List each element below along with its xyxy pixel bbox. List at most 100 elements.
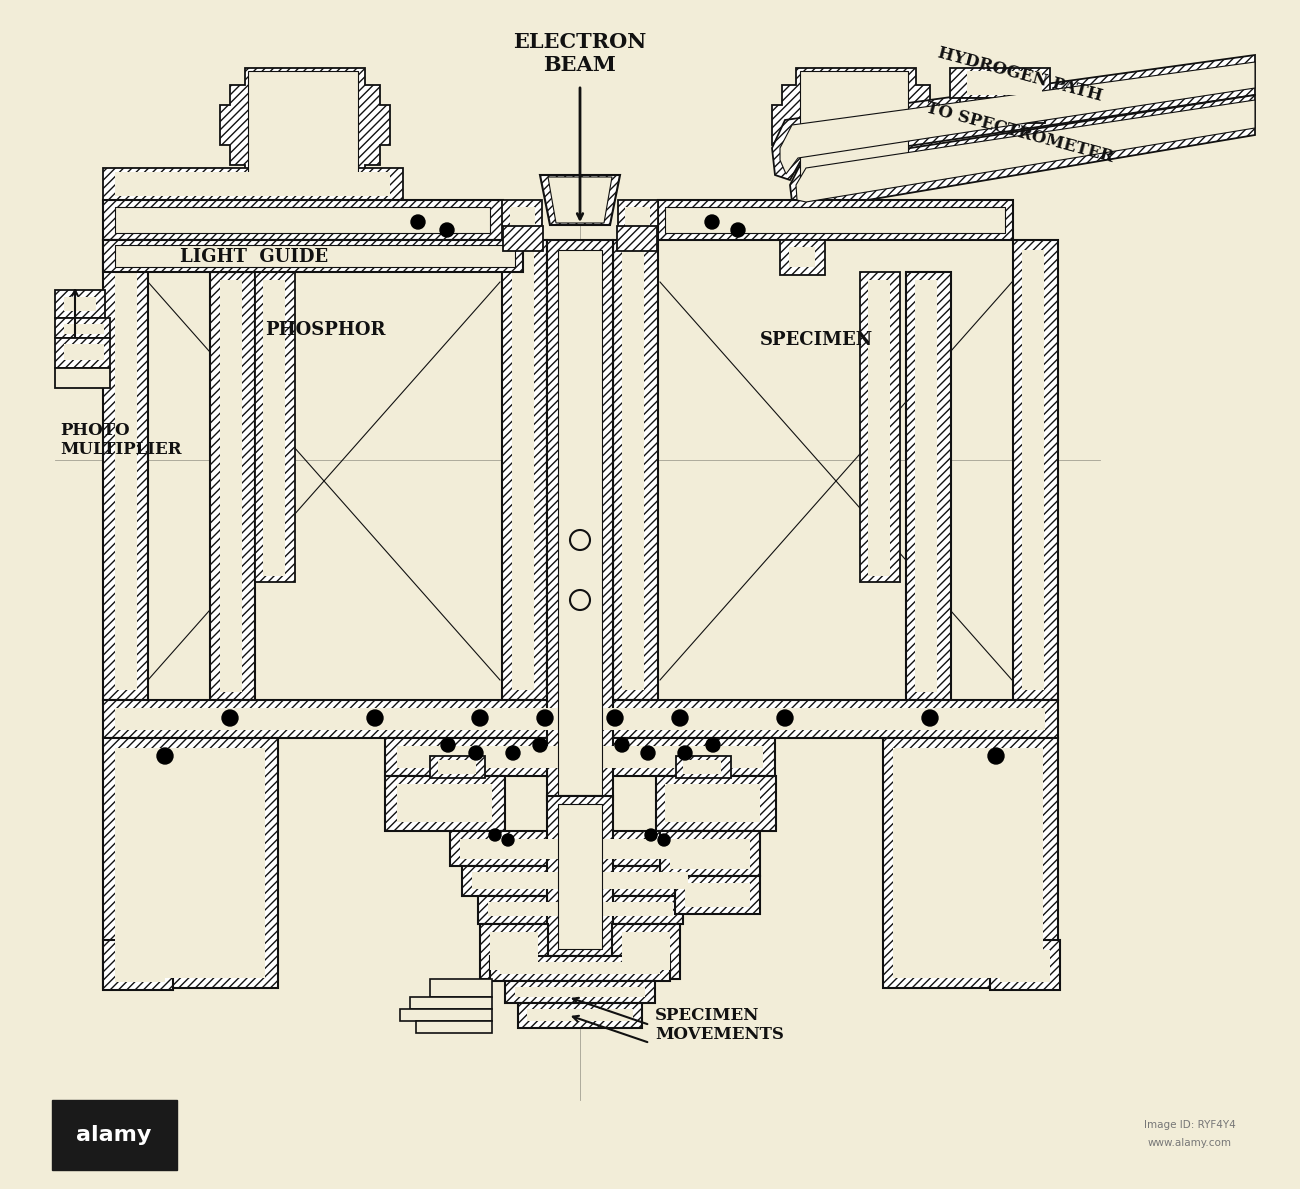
Circle shape <box>441 738 455 751</box>
Bar <box>547 240 614 800</box>
Bar <box>64 344 104 360</box>
Circle shape <box>439 224 454 237</box>
Bar <box>502 240 547 700</box>
Text: Image ID: RYF4Y4: Image ID: RYF4Y4 <box>1144 1120 1236 1130</box>
Bar <box>52 1100 177 1170</box>
Circle shape <box>157 748 173 765</box>
Bar <box>1000 950 1050 982</box>
Bar <box>800 71 907 181</box>
Circle shape <box>222 710 238 726</box>
Bar <box>558 804 602 949</box>
Bar <box>55 369 110 388</box>
Bar <box>396 784 491 822</box>
Bar <box>103 240 148 700</box>
Bar <box>789 247 815 268</box>
Bar <box>883 738 1058 988</box>
Text: HYDROGEN PATH: HYDROGEN PATH <box>936 45 1104 105</box>
Circle shape <box>472 710 488 726</box>
Bar <box>55 290 105 317</box>
Bar <box>621 250 644 690</box>
Bar <box>666 207 1005 233</box>
Bar <box>614 240 658 700</box>
Bar <box>450 831 711 866</box>
Bar <box>517 1004 642 1028</box>
Bar <box>612 924 680 979</box>
Bar <box>685 883 750 907</box>
Polygon shape <box>790 95 1254 210</box>
Bar <box>460 839 699 858</box>
Polygon shape <box>796 100 1254 202</box>
Circle shape <box>672 710 688 726</box>
Circle shape <box>367 710 384 726</box>
Bar <box>385 776 504 831</box>
Bar <box>780 240 826 275</box>
Circle shape <box>607 710 623 726</box>
Bar <box>114 245 515 268</box>
Bar <box>64 297 96 312</box>
Bar <box>504 981 655 1004</box>
Bar <box>248 71 358 181</box>
Circle shape <box>502 833 514 847</box>
Bar <box>526 1009 633 1021</box>
Bar <box>502 200 542 240</box>
Bar <box>55 317 110 338</box>
Bar <box>967 71 1043 95</box>
Bar <box>512 250 534 690</box>
Bar <box>103 200 503 240</box>
Polygon shape <box>772 68 940 185</box>
Polygon shape <box>540 175 620 225</box>
Bar <box>400 1009 491 1021</box>
Bar <box>558 250 602 795</box>
Bar <box>621 932 670 970</box>
Circle shape <box>705 215 719 229</box>
Polygon shape <box>780 62 1254 174</box>
Bar <box>510 207 536 234</box>
Bar <box>618 226 656 251</box>
Bar <box>114 950 165 982</box>
Bar <box>950 68 1050 97</box>
Polygon shape <box>220 68 390 185</box>
Bar <box>55 338 110 369</box>
Bar <box>430 756 485 778</box>
Text: ELECTRON
BEAM: ELECTRON BEAM <box>514 32 646 75</box>
Circle shape <box>706 738 720 751</box>
Bar <box>114 748 265 979</box>
Bar <box>666 784 760 822</box>
Bar <box>103 738 278 988</box>
Circle shape <box>641 746 655 760</box>
Circle shape <box>489 829 500 841</box>
Bar <box>220 279 242 692</box>
Bar <box>861 272 900 581</box>
Bar <box>114 207 490 233</box>
Bar <box>800 71 907 181</box>
Bar <box>547 795 614 956</box>
Bar <box>472 872 688 889</box>
Bar <box>255 272 295 581</box>
Bar <box>410 998 491 1009</box>
Text: alamy: alamy <box>77 1125 152 1145</box>
Bar <box>103 940 173 990</box>
Bar <box>893 748 1043 979</box>
Bar <box>625 207 650 234</box>
Circle shape <box>988 748 1004 765</box>
Text: www.alamy.com: www.alamy.com <box>1148 1138 1232 1149</box>
Circle shape <box>569 590 590 610</box>
Bar <box>248 71 358 181</box>
Polygon shape <box>772 55 1254 180</box>
Bar <box>438 760 476 774</box>
Bar <box>558 804 602 949</box>
Bar <box>430 979 491 998</box>
Bar <box>1013 240 1058 700</box>
Bar <box>114 707 1045 730</box>
Bar <box>682 760 722 774</box>
Bar <box>915 279 937 692</box>
Bar <box>103 240 523 272</box>
Circle shape <box>615 738 629 751</box>
Bar <box>959 97 1045 122</box>
Circle shape <box>679 746 692 760</box>
Bar <box>660 831 760 876</box>
Circle shape <box>569 530 590 551</box>
Circle shape <box>658 833 670 847</box>
Bar <box>500 962 660 974</box>
Bar <box>480 924 549 979</box>
